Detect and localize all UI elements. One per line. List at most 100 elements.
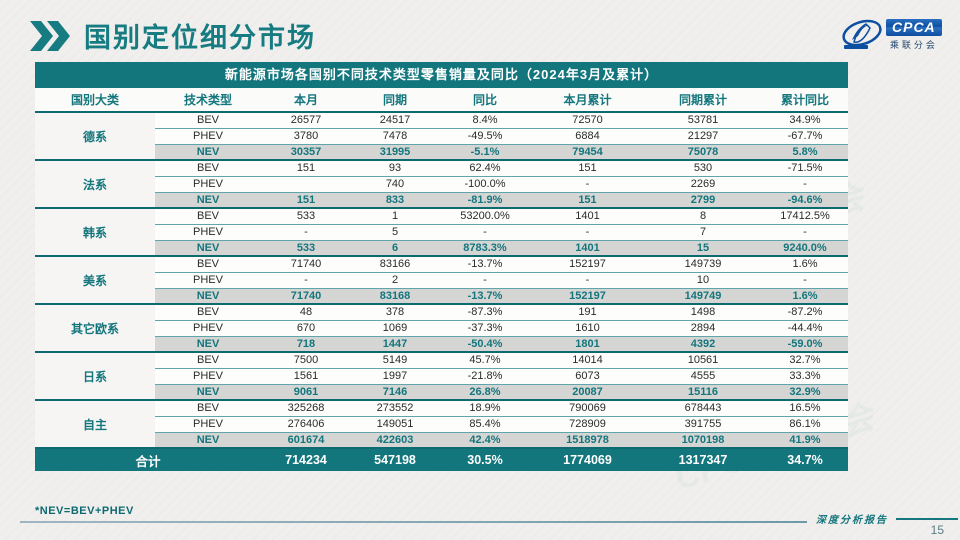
tech-type-cell: BEV: [155, 352, 261, 369]
value-cell: -87.3%: [439, 304, 531, 321]
tech-type-cell: PHEV: [155, 416, 261, 433]
footer-divider: [896, 518, 958, 520]
value-cell: -71.5%: [762, 160, 848, 177]
tech-type-cell: NEV: [155, 192, 261, 209]
value-cell: 2: [351, 272, 439, 289]
value-cell: 151: [531, 192, 644, 209]
value-cell: 16.5%: [762, 400, 848, 417]
col-header: 本月累计: [531, 88, 644, 113]
value-cell: 48: [261, 304, 351, 321]
table-header-row: 国别大类 技术类型 本月 同期 同比 本月累计 同期累计 累计同比: [35, 88, 848, 113]
value-cell: 6073: [531, 368, 644, 385]
total-value: 1317347: [644, 448, 762, 471]
value-cell: 7478: [351, 128, 439, 145]
cpca-logo: CPCA 乘联分会: [840, 18, 952, 52]
value-cell: 1498: [644, 304, 762, 321]
table-row: 自主 BEV 325268 273552 18.9% 790069 678443 16.5%: [35, 400, 848, 449]
value-cell: 1.6%: [762, 288, 848, 305]
tech-type-cell: PHEV: [155, 368, 261, 385]
value-cell: -: [762, 224, 848, 241]
table-body: 德系 BEV 26577 24517 8.4% 72570 53781 34.9% PHEV 37…: [35, 112, 848, 449]
value-cell: 83168: [351, 288, 439, 305]
tech-type-cell: BEV: [155, 256, 261, 273]
table-row: PHEV 1561 1997 -21.8% 6073 4555 33.3%: [35, 368, 848, 385]
value-cell: 26577: [261, 112, 351, 129]
value-cell: -: [261, 272, 351, 289]
value-cell: 24517: [351, 112, 439, 129]
value-cell: -21.8%: [439, 368, 531, 385]
value-cell: -100.0%: [439, 176, 531, 193]
footer-report-label: 深度分析报告: [816, 515, 888, 526]
table-row: NEV 71740 83168 -13.7% 152197 149749 1.6%: [35, 288, 848, 305]
value-cell: 2799: [644, 192, 762, 209]
table-row: PHEV 670 1069 -37.3% 1610 2894 -44.4%: [35, 320, 848, 337]
value-cell: 740: [351, 176, 439, 193]
table-row: PHEV -2- -10-: [35, 272, 848, 289]
value-cell: 1518978: [531, 432, 644, 449]
slide-header: 国别定位细分市场: [30, 16, 316, 55]
value-cell: 4392: [644, 336, 762, 353]
value-cell: -44.4%: [762, 320, 848, 337]
value-cell: -5.1%: [439, 144, 531, 161]
value-cell: 17412.5%: [762, 208, 848, 225]
value-cell: 2269: [644, 176, 762, 193]
page-number: 15: [930, 523, 944, 537]
value-cell: 149749: [644, 288, 762, 305]
value-cell: 152197: [531, 288, 644, 305]
value-cell: 1070198: [644, 432, 762, 449]
table-row: 美系 BEV 71740 83166 -13.7% 152197 149739 1.6%: [35, 256, 848, 305]
value-cell: 6: [351, 240, 439, 257]
col-header: 同期累计: [644, 88, 762, 113]
table-row: PHEV 3780 7478 -49.5% 6884 21297 -67.7%: [35, 128, 848, 145]
cpca-logo-text: CPCA: [886, 19, 942, 36]
value-cell: -67.7%: [762, 128, 848, 145]
value-cell: 1447: [351, 336, 439, 353]
table-row: 德系 BEV 26577 24517 8.4% 72570 53781 34.9%: [35, 112, 848, 161]
value-cell: -: [531, 224, 644, 241]
value-cell: 728909: [531, 416, 644, 433]
value-cell: -: [261, 224, 351, 241]
value-cell: 8.4%: [439, 112, 531, 129]
value-cell: -13.7%: [439, 288, 531, 305]
total-value: 714234: [261, 448, 351, 471]
value-cell: 1.6%: [762, 256, 848, 273]
tech-type-cell: PHEV: [155, 320, 261, 337]
tech-type-cell: NEV: [155, 240, 261, 257]
value-cell: 422603: [351, 432, 439, 449]
value-cell: 276406: [261, 416, 351, 433]
table-row: 法系 BEV 151 93 62.4% 151 530 -71.5%: [35, 160, 848, 209]
country-cell: 韩系: [35, 208, 155, 257]
value-cell: 7500: [261, 352, 351, 369]
country-cell: 美系: [35, 256, 155, 305]
tech-type-cell: PHEV: [155, 176, 261, 193]
table-row: PHEV 740 -100.0% -2269-: [35, 176, 848, 193]
value-cell: 10561: [644, 352, 762, 369]
tech-type-cell: NEV: [155, 336, 261, 353]
value-cell: -: [531, 272, 644, 289]
value-cell: 149739: [644, 256, 762, 273]
value-cell: -50.4%: [439, 336, 531, 353]
tech-type-cell: BEV: [155, 208, 261, 225]
table-row: NEV 151 833 -81.9% 151 2799 -94.6%: [35, 192, 848, 209]
value-cell: 5: [351, 224, 439, 241]
value-cell: -: [762, 272, 848, 289]
value-cell: 5149: [351, 352, 439, 369]
value-cell: 1401: [531, 240, 644, 257]
table-caption: 新能源市场各国别不同技术类型零售销量及同比（2024年3月及累计）: [35, 62, 848, 88]
value-cell: 1997: [351, 368, 439, 385]
value-cell: -59.0%: [762, 336, 848, 353]
footer-divider: [20, 521, 807, 523]
value-cell: 2894: [644, 320, 762, 337]
value-cell: 152197: [531, 256, 644, 273]
table-row: 其它欧系 BEV 48 378 -87.3% 191 1498 -87.2%: [35, 304, 848, 353]
value-cell: -13.7%: [439, 256, 531, 273]
value-cell: -81.9%: [439, 192, 531, 209]
sales-table-container: 新能源市场各国别不同技术类型零售销量及同比（2024年3月及累计） 国别大类 技…: [35, 62, 848, 471]
value-cell: 1801: [531, 336, 644, 353]
value-cell: 151: [531, 160, 644, 177]
value-cell: -94.6%: [762, 192, 848, 209]
value-cell: 1069: [351, 320, 439, 337]
value-cell: 21297: [644, 128, 762, 145]
value-cell: 15: [644, 240, 762, 257]
page-title: 国别定位细分市场: [84, 23, 316, 53]
